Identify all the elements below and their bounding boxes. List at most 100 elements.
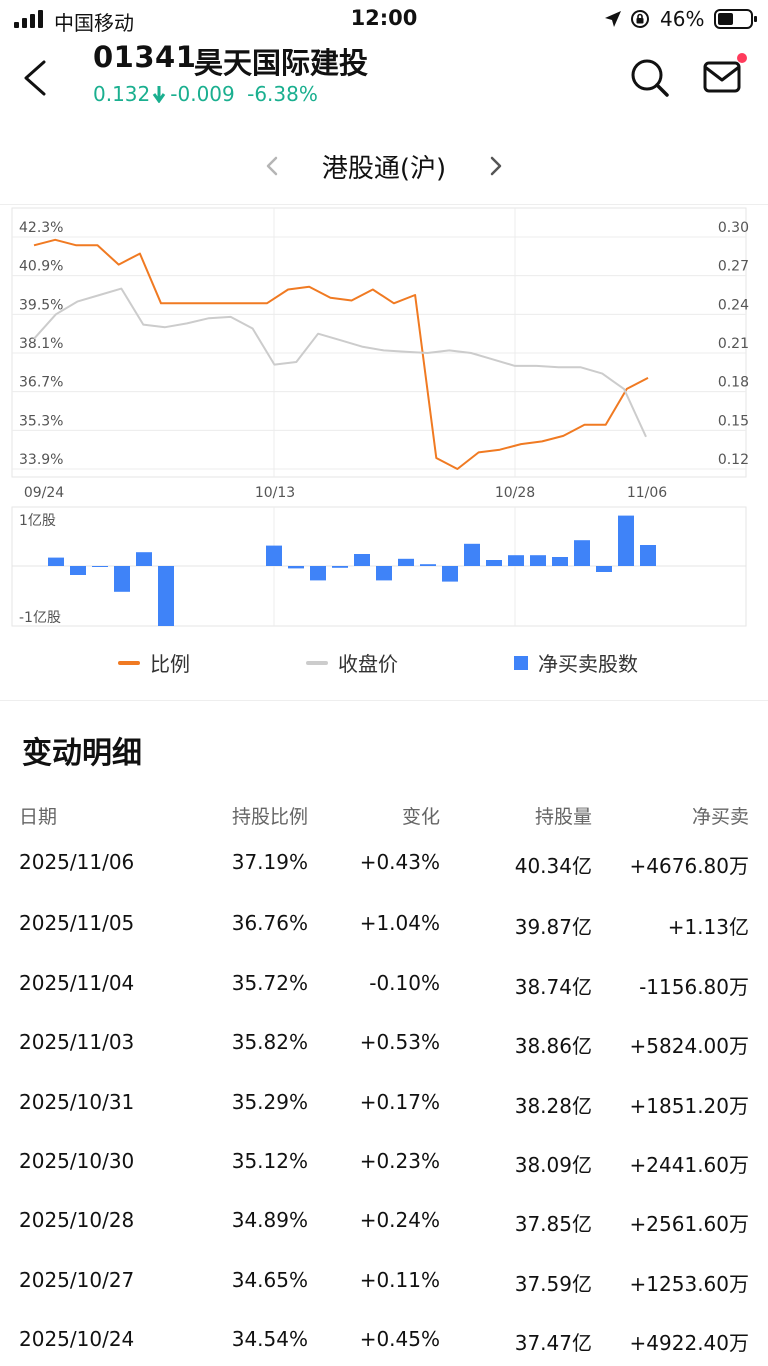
- right-axis-tick: 0.30: [718, 220, 749, 236]
- row-net: -1156.80万: [639, 974, 749, 999]
- detail-table: 日期 持股比例 变化 持股量 净买卖 2025/11/06 37.19% +0.43…: [0, 790, 768, 1366]
- row-net: +1851.20万: [629, 1093, 749, 1118]
- row-net: +2441.60万: [629, 1152, 749, 1177]
- row-shares: 38.28亿: [514, 1093, 592, 1118]
- net-buy-bar: [618, 515, 634, 566]
- left-axis-tick: 40.9%: [19, 259, 63, 275]
- search-button[interactable]: [628, 56, 670, 98]
- net-buy-bar: [288, 566, 304, 569]
- table-row[interactable]: 2025/10/31 35.29% +0.17% 38.28亿 +1851.20万: [0, 1078, 768, 1137]
- right-axis-tick: 0.21: [718, 336, 749, 352]
- net-buy-bar: [530, 555, 546, 566]
- col-header-change: 变化: [401, 806, 440, 828]
- table-row[interactable]: 2025/11/06 37.19% +0.43% 40.34亿 +4676.80万: [0, 840, 768, 899]
- net-buy-bar: [464, 543, 480, 566]
- back-button[interactable]: [14, 54, 58, 102]
- line-swatch-icon: [118, 660, 140, 665]
- bar-axis-tick: 1亿股: [19, 513, 56, 529]
- net-buy-bar: [92, 566, 108, 567]
- chart-frame: [11, 207, 747, 478]
- location-arrow-icon: [605, 11, 621, 27]
- table-row[interactable]: 2025/10/28 34.89% +0.24% 37.85亿 +2561.60万: [0, 1196, 768, 1255]
- row-net: +5824.00万: [629, 1034, 749, 1059]
- row-ratio: 35.72%: [231, 970, 308, 995]
- row-net: +1253.60万: [629, 1271, 749, 1296]
- market-switcher: 港股通(沪): [0, 140, 768, 192]
- row-change: +0.45%: [359, 1327, 440, 1352]
- legend-item-ratio[interactable]: 比例: [118, 648, 190, 682]
- legend-item-net[interactable]: 净买卖股数: [514, 648, 638, 682]
- row-net: +4922.40万: [629, 1331, 749, 1356]
- table-header: 日期 持股比例 变化 持股量 净买卖: [0, 790, 768, 840]
- row-ratio: 34.89%: [231, 1208, 308, 1233]
- col-header-ratio: 持股比例: [231, 806, 308, 828]
- right-axis-tick: 0.15: [718, 413, 749, 429]
- net-buy-bar: [442, 566, 458, 582]
- battery-percent: 46%: [660, 7, 705, 31]
- net-buy-bar: [310, 566, 326, 581]
- left-axis-tick: 42.3%: [19, 220, 63, 236]
- row-change: -0.10%: [369, 970, 440, 995]
- row-ratio: 37.19%: [231, 850, 308, 874]
- right-axis-tick: 0.12: [718, 452, 749, 468]
- price-change: -0.009: [170, 82, 235, 106]
- col-header-shares: 持股量: [534, 806, 592, 828]
- prev-market-button[interactable]: [258, 150, 286, 182]
- row-date: 2025/10/27: [19, 1267, 135, 1292]
- x-axis-tick: 09/24: [24, 485, 64, 501]
- net-buy-bar: [398, 558, 414, 566]
- holding-chart[interactable]: 42.3% 40.9% 39.5% 38.1% 36.7% 35.3% 33.9% 0.30 0…: [0, 205, 768, 635]
- row-shares: 38.09亿: [514, 1152, 592, 1177]
- table-row[interactable]: 2025/10/30 35.12% +0.23% 38.09亿 +2441.60万: [0, 1137, 768, 1196]
- col-header-net: 净买卖: [691, 806, 749, 828]
- table-row[interactable]: 2025/11/05 36.76% +1.04% 39.87亿 +1.13亿: [0, 899, 768, 958]
- status-time: 12:00: [350, 6, 418, 30]
- ratio-line: [33, 238, 649, 470]
- row-shares: 37.47亿: [514, 1331, 592, 1356]
- divider: [0, 700, 768, 701]
- x-axis-tick: 10/28: [495, 485, 535, 501]
- net-buy-bar: [332, 566, 348, 568]
- net-buy-bar: [640, 545, 656, 566]
- row-ratio: 34.65%: [231, 1267, 308, 1292]
- left-axis-tick: 36.7%: [19, 375, 63, 391]
- price-change-pct: -6.38%: [247, 82, 318, 106]
- arrow-down-icon: [153, 86, 166, 104]
- legend-label: 比例: [150, 652, 190, 676]
- row-ratio: 34.54%: [231, 1327, 308, 1352]
- battery-icon: [714, 9, 757, 29]
- bar-axis-tick: -1亿股: [19, 610, 61, 626]
- last-price: 0.132: [93, 82, 151, 106]
- row-shares: 37.85亿: [514, 1212, 592, 1237]
- row-date: 2025/10/30: [19, 1148, 135, 1173]
- quote-line: 0.132 -0.009 -6.38%: [93, 82, 318, 106]
- divider: [0, 204, 768, 205]
- row-change: +0.24%: [359, 1208, 440, 1233]
- net-buy-bar: [158, 566, 174, 626]
- net-buy-bar: [376, 566, 392, 581]
- table-row[interactable]: 2025/10/27 34.65% +0.11% 37.59亿 +1253.60万: [0, 1256, 768, 1315]
- table-row[interactable]: 2025/11/03 35.82% +0.53% 38.86亿 +5824.00万: [0, 1018, 768, 1077]
- right-axis-tick: 0.24: [718, 297, 749, 313]
- status-bar: 中国移动 12:00 46%: [0, 0, 768, 40]
- message-button[interactable]: [700, 52, 750, 98]
- row-change: +1.04%: [359, 911, 440, 936]
- table-row[interactable]: 2025/11/04 35.72% -0.10% 38.74亿 -1156.80万: [0, 959, 768, 1018]
- col-header-date: 日期: [19, 806, 58, 828]
- net-buy-bar: [486, 560, 502, 566]
- table-row[interactable]: 2025/10/24 34.54% +0.45% 37.47亿 +4922.40万: [0, 1315, 768, 1366]
- left-axis-tick: 39.5%: [19, 297, 63, 313]
- cellular-signal-icon: [14, 10, 43, 28]
- section-title: 变动明细: [22, 736, 142, 771]
- net-buy-bar: [114, 566, 130, 592]
- net-buy-bar: [552, 557, 568, 566]
- left-axis-tick: 38.1%: [19, 336, 63, 352]
- next-market-button[interactable]: [482, 150, 510, 182]
- legend-item-close[interactable]: 收盘价: [306, 648, 398, 682]
- net-buy-bar: [574, 540, 590, 566]
- row-date: 2025/11/06: [19, 850, 135, 874]
- row-date: 2025/11/03: [19, 1030, 135, 1055]
- row-date: 2025/10/28: [19, 1208, 135, 1233]
- row-date: 2025/11/04: [19, 970, 135, 995]
- row-change: +0.53%: [359, 1030, 440, 1055]
